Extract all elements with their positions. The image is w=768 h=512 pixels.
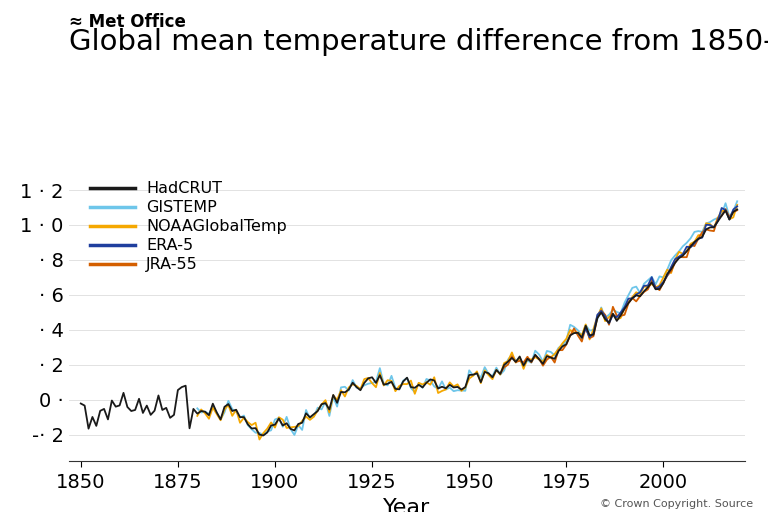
Text: ≈ Met Office: ≈ Met Office: [69, 13, 186, 31]
Text: © Crown Copyright. Source: © Crown Copyright. Source: [600, 499, 753, 509]
Text: Global mean temperature difference from 1850-1900 ( ° C): Global mean temperature difference from …: [69, 28, 768, 56]
X-axis label: Year: Year: [383, 498, 431, 512]
Legend: HadCRUT, GISTEMP, NOAAGlobalTemp, ERA-5, JRA-55: HadCRUT, GISTEMP, NOAAGlobalTemp, ERA-5,…: [84, 175, 293, 279]
